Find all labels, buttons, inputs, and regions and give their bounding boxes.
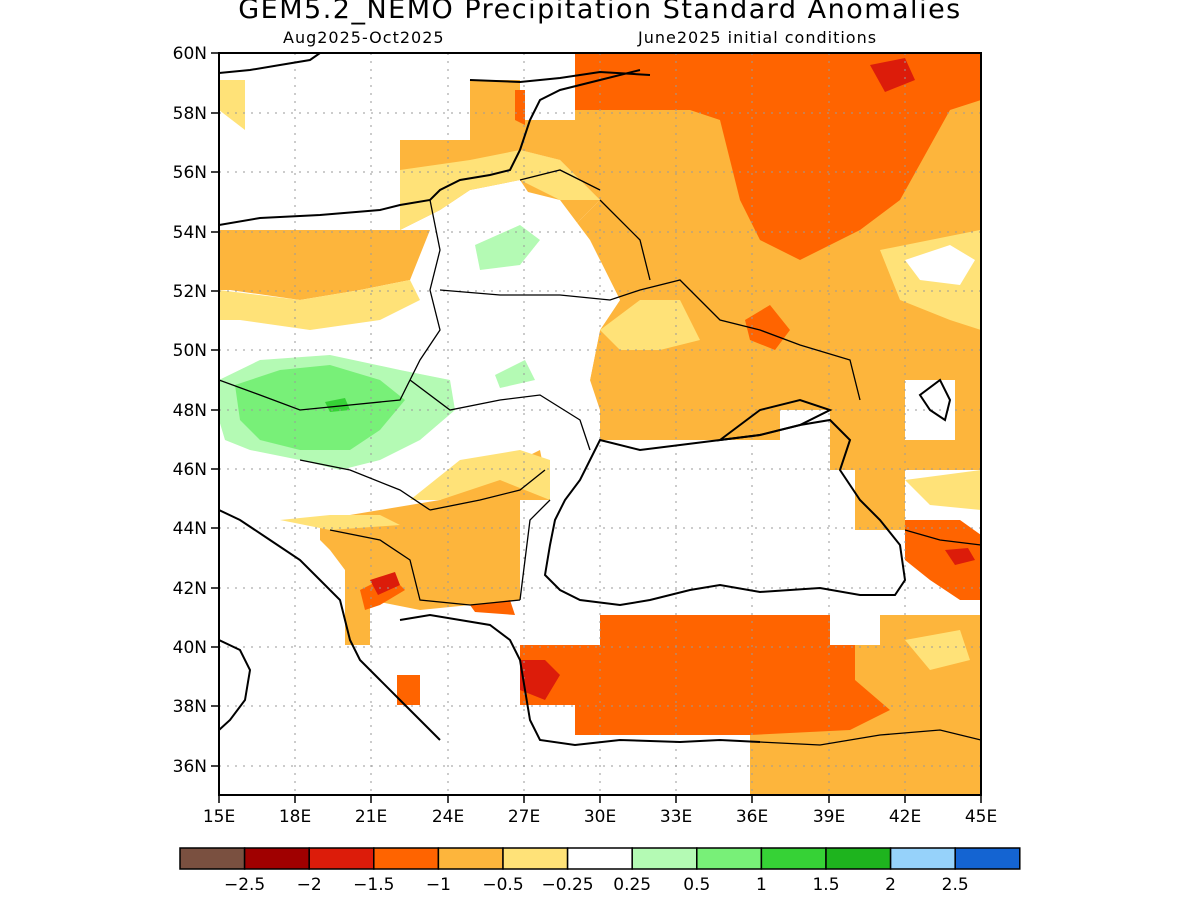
legend-swatch [696, 847, 763, 870]
yellow-region-scandinavia [219, 80, 245, 130]
yellow-region-east [905, 470, 981, 510]
lat-tick-label: 42N [173, 579, 207, 599]
near-normal-caucasus [905, 245, 975, 285]
lon-tick-label: 24E [432, 807, 464, 827]
legend-label: −0.5 [482, 875, 523, 895]
legend-swatch [179, 847, 246, 870]
legend-label: 1.5 [812, 875, 839, 895]
adriatic-coast [219, 509, 441, 741]
legend-swatch [437, 847, 504, 870]
lat-labels: 36N 38N 40N 42N 44N 46N 48N 50N 52N 54N … [173, 44, 207, 777]
yellow-region-north [400, 150, 600, 230]
aegean-coast [399, 613, 761, 747]
anomaly-region-baltic [515, 90, 525, 125]
azov-coast [716, 398, 833, 442]
legend-swatch [502, 847, 569, 870]
lon-tick-label: 15E [203, 807, 235, 827]
legend-colorbar [179, 847, 1021, 870]
tick-marks [211, 52, 982, 803]
anomaly-region-ukraine-small [745, 305, 790, 350]
legend-swatch [889, 847, 956, 870]
anomaly-region-russia [575, 53, 981, 260]
lat-tick-label: 44N [173, 519, 207, 539]
yellow-region-turkey [905, 630, 970, 670]
legend-label: 2 [885, 875, 896, 895]
legend-label: −1.5 [353, 875, 394, 895]
lon-tick-label: 45E [965, 807, 997, 827]
legend-label: −2.5 [224, 875, 265, 895]
lon-tick-label: 27E [508, 807, 540, 827]
anomaly-region-turkey [520, 615, 890, 735]
positive-anomaly-belarus [475, 225, 540, 270]
initial-conditions: June2025 initial conditions [638, 28, 878, 47]
coastlines [219, 53, 952, 747]
lon-tick-label: 36E [736, 807, 768, 827]
legend-swatch [825, 847, 892, 870]
caspian-coast [918, 378, 952, 422]
legend-label: 1 [756, 875, 767, 895]
legend-label: −2 [297, 875, 322, 895]
lon-tick-label: 42E [889, 807, 921, 827]
lat-tick-label: 36N [173, 757, 207, 777]
legend-swatch [954, 847, 1021, 870]
lat-tick-label: 60N [173, 44, 207, 64]
lon-tick-label: 21E [355, 807, 387, 827]
lat-tick-label: 46N [173, 460, 207, 480]
legend-swatch [373, 847, 440, 870]
lat-tick-label: 54N [173, 223, 207, 243]
strong-anomaly-turkey [520, 660, 560, 700]
legend-label: 0.25 [613, 875, 651, 895]
yellow-region-romania [410, 450, 550, 500]
legend-label: −0.25 [542, 875, 594, 895]
lat-tick-label: 56N [173, 163, 207, 183]
anomaly-fields [219, 53, 981, 795]
near-normal-central [420, 190, 620, 390]
strong-anomaly-russia-north [870, 58, 915, 92]
legend-label: −1 [426, 875, 451, 895]
forecast-period: Aug2025-Oct2025 [283, 28, 445, 47]
legend-label: 2.5 [942, 875, 969, 895]
legend-labels: −2.5 −2 −1.5 −1 −0.5 −0.25 0.25 0.5 1 1.5 2 2.5 [224, 875, 969, 895]
baltic-coast [219, 69, 641, 226]
borders [219, 169, 981, 746]
positive-anomaly-ukraine [495, 360, 535, 388]
legend-label: 0.5 [683, 875, 710, 895]
lat-tick-label: 38N [173, 697, 207, 717]
legend-swatch [760, 847, 827, 870]
lon-labels: 15E 18E 21E 24E 27E 30E 33E 36E 39E 42E … [203, 807, 997, 827]
lat-tick-label: 52N [173, 282, 207, 302]
map-title: GEM5.2_NEMO Precipitation Standard Anoma… [238, 0, 962, 25]
strong-anomaly-north-macedonia [370, 572, 400, 595]
lon-tick-label: 30E [584, 807, 616, 827]
lat-tick-label: 58N [173, 104, 207, 124]
anomaly-region-greece [397, 675, 420, 705]
strong-anomaly-georgia [945, 548, 975, 565]
yellow-region-ukraine [600, 300, 700, 350]
anomaly-region-poland [219, 230, 430, 300]
gulf-finland-coast [469, 70, 651, 84]
lon-tick-label: 18E [279, 807, 311, 827]
lat-tick-label: 50N [173, 341, 207, 361]
yellow-region-poland [219, 280, 420, 330]
positive-anomaly-hungary-strong [325, 398, 350, 412]
lon-tick-label: 39E [813, 807, 845, 827]
lat-tick-label: 48N [173, 401, 207, 421]
legend-swatch [308, 847, 375, 870]
legend-swatch [243, 847, 310, 870]
anomaly-region-east [520, 53, 981, 795]
legend-swatch [566, 847, 633, 870]
italy-coast [219, 639, 252, 731]
lat-tick-label: 40N [173, 638, 207, 658]
legend-swatch [631, 847, 698, 870]
anomaly-region-georgia [905, 520, 981, 600]
lon-tick-label: 33E [660, 807, 692, 827]
yellow-region-croatia [280, 515, 400, 530]
scandinavia-coast [219, 53, 321, 74]
